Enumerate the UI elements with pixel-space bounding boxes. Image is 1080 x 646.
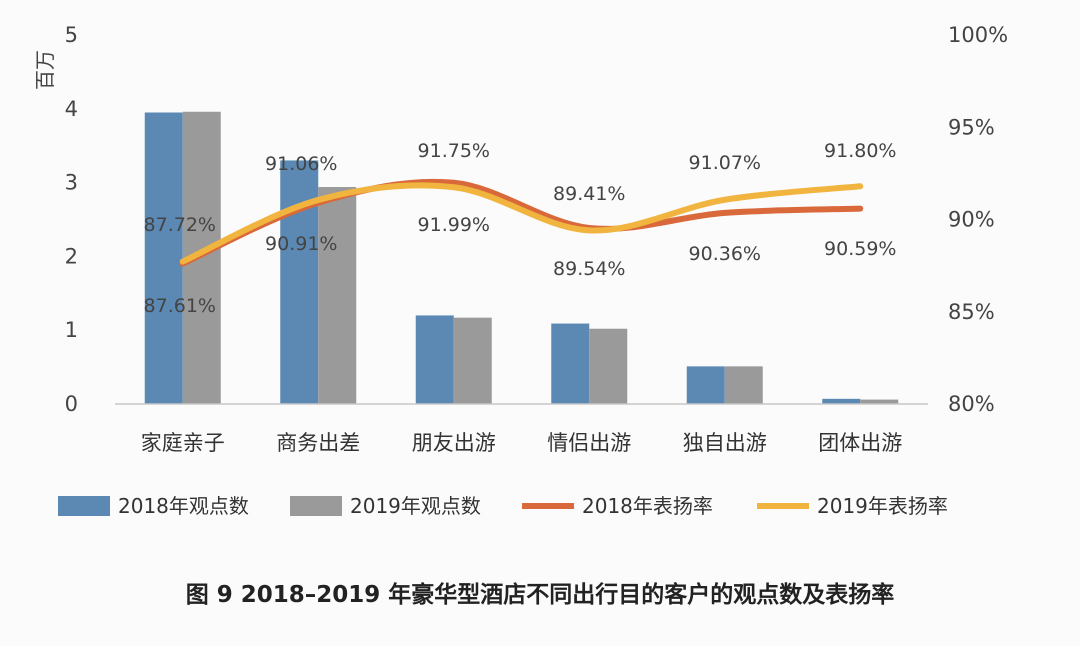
bar-2018 [822, 398, 861, 404]
bar-2019 [860, 399, 899, 404]
data-label-2018: 87.61% [144, 295, 216, 317]
bar-2018 [551, 323, 590, 404]
data-label-2018: 90.36% [689, 243, 761, 265]
bar-2018 [686, 366, 725, 404]
data-label-2019: 91.80% [824, 140, 896, 162]
y-left-unit-label: 百万 [33, 50, 57, 90]
category-label: 商务出差 [276, 431, 360, 455]
y-right-tick-label: 95% [948, 115, 995, 139]
y-right-tick-label: 100% [948, 23, 1008, 47]
combo-chart: 0 1 2 3 4 5 80% 85% 90% 95% 100% 87.72% 87.61% 91.0… [33, 23, 1008, 518]
lines [179, 178, 864, 267]
data-label-2019: 89.41% [553, 183, 625, 205]
y-right-tick-label: 90% [948, 208, 995, 232]
figure-caption: 图 9 2018–2019 年豪华型酒店不同出行目的客户的观点数及表扬率 [185, 582, 895, 608]
bar-2019 [318, 187, 357, 404]
data-label-2019: 91.75% [418, 140, 490, 162]
y-right-axis: 80% 85% 90% 95% 100% [948, 23, 1008, 416]
bar-2018 [144, 112, 183, 405]
line-2019-praise-rate [179, 182, 864, 265]
y-left-tick-label: 3 [65, 171, 78, 195]
legend-swatch [58, 496, 110, 516]
category-label: 团体出游 [818, 431, 902, 455]
bar-2019 [589, 328, 628, 404]
legend-label: 2019年表扬率 [817, 494, 948, 518]
legend-label: 2018年表扬率 [582, 494, 713, 518]
bars [144, 111, 899, 405]
data-label-2018: 91.99% [418, 214, 490, 236]
data-label-2018: 90.91% [265, 233, 337, 255]
legend: 2018年观点数 2019年观点数 2018年表扬率 2019年表扬率 [58, 494, 948, 518]
y-left-tick-label: 5 [65, 23, 78, 47]
y-right-tick-label: 85% [948, 300, 995, 324]
data-label-2018: 90.59% [824, 238, 896, 260]
y-left-tick-label: 0 [65, 392, 78, 416]
category-label: 朋友出游 [412, 431, 496, 455]
category-label: 独自出游 [683, 431, 767, 455]
y-left-tick-label: 1 [65, 318, 78, 342]
y-left-axis: 0 1 2 3 4 5 [65, 23, 78, 416]
data-label-2018: 89.54% [553, 258, 625, 280]
category-label: 情侣出游 [547, 431, 631, 455]
y-left-tick-label: 2 [65, 244, 78, 268]
y-right-tick-label: 80% [948, 392, 995, 416]
x-axis-categories: 家庭亲子 商务出差 朋友出游 情侣出游 独自出游 团体出游 [141, 431, 903, 455]
category-label: 家庭亲子 [141, 431, 225, 455]
bar-2018 [415, 315, 454, 404]
legend-swatch [290, 496, 342, 516]
y-left-tick-label: 4 [65, 97, 78, 121]
bar-2019 [724, 366, 763, 404]
bar-2018 [280, 160, 319, 404]
legend-label: 2019年观点数 [350, 494, 481, 518]
data-labels: 87.72% 87.61% 91.06% 90.91% 91.75% 91.99% 89.4… [144, 140, 897, 317]
data-label-2019: 87.72% [144, 214, 216, 236]
data-label-2019: 91.07% [689, 152, 761, 174]
data-label-2019: 91.06% [265, 153, 337, 175]
bar-2019 [453, 317, 492, 404]
legend-label: 2018年观点数 [118, 494, 249, 518]
